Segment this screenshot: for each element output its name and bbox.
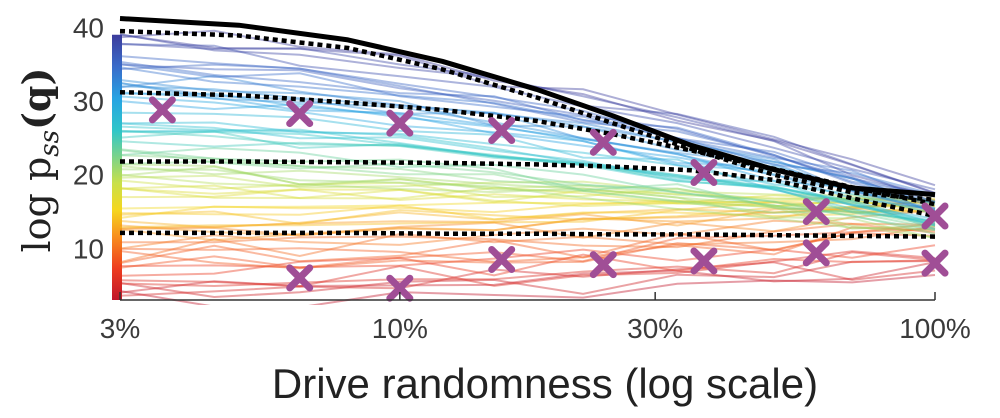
x-marker xyxy=(802,198,830,226)
background-curve xyxy=(120,33,936,198)
y-tick-label: 30 xyxy=(73,86,104,117)
x-marker xyxy=(589,251,617,279)
background-curve xyxy=(120,260,936,299)
background-curve xyxy=(120,130,936,225)
background-curve xyxy=(120,130,936,231)
background-curve xyxy=(120,111,936,220)
x-marker xyxy=(921,249,949,277)
background-curve xyxy=(120,92,936,211)
y-tick-label: 10 xyxy=(73,233,104,264)
x-marker xyxy=(921,202,949,230)
background-curve xyxy=(120,63,936,196)
y-tick-label: 20 xyxy=(73,160,104,191)
background-curve xyxy=(120,188,936,208)
y-axis-title-main: log p xyxy=(15,157,59,253)
background-curve xyxy=(120,187,936,205)
x-tick-label: 10% xyxy=(372,313,428,344)
colorbar xyxy=(112,34,122,300)
x-marker xyxy=(690,159,718,187)
x-marker xyxy=(286,264,314,292)
background-curve xyxy=(120,261,936,294)
background-curve xyxy=(120,200,936,219)
background-curve xyxy=(120,174,936,202)
x-tick-label: 30% xyxy=(627,313,683,344)
y-tick-label: 40 xyxy=(73,12,104,43)
background-curve xyxy=(120,125,936,227)
dotted-reference-line-1 xyxy=(119,28,936,203)
background-curve xyxy=(120,66,936,196)
upper-bound-line xyxy=(119,16,936,198)
background-curve xyxy=(120,129,936,226)
background-curve xyxy=(120,85,936,206)
background-curve xyxy=(120,225,936,264)
background-curve xyxy=(120,60,936,202)
background-curve xyxy=(120,274,936,305)
x-marker xyxy=(286,100,314,128)
background-curve xyxy=(120,251,936,288)
background-curve xyxy=(120,227,936,269)
x-marker xyxy=(690,247,718,275)
background-curve xyxy=(120,222,936,263)
x-marker xyxy=(488,117,516,145)
series-layer xyxy=(119,16,949,302)
background-curve xyxy=(120,63,936,197)
background-curve xyxy=(120,74,936,213)
background-curve xyxy=(120,79,936,215)
background-curve xyxy=(120,63,936,204)
background-curve xyxy=(120,173,936,204)
background-curve xyxy=(120,129,936,227)
dotted-reference-line-2 xyxy=(119,89,936,207)
background-curve xyxy=(120,122,936,223)
x-axis-title: Drive randomness (log scale) xyxy=(272,360,818,407)
y-axis-title-arg: (q) xyxy=(14,68,59,131)
axes: 3% 10% 30% 100% 10 20 30 40 xyxy=(73,12,971,344)
background-curve xyxy=(120,140,936,223)
y-axis-title: log pss(q) xyxy=(14,68,65,253)
background-curve xyxy=(120,184,936,214)
dotted-reference-line-3 xyxy=(120,159,936,219)
x-tick-label: 3% xyxy=(100,313,140,344)
background-curve xyxy=(120,232,936,270)
x-marker xyxy=(386,274,414,302)
background-curve xyxy=(120,55,936,210)
x-marker xyxy=(386,109,414,137)
x-marker xyxy=(148,96,176,124)
background-curve xyxy=(120,226,936,265)
background-curve xyxy=(120,168,936,231)
x-tick-label: 100% xyxy=(899,313,971,344)
dotted-reference-line-4 xyxy=(120,230,936,239)
background-curves xyxy=(120,29,936,305)
x-marker xyxy=(488,245,516,273)
background-curve xyxy=(120,261,936,297)
background-curve xyxy=(120,197,936,210)
background-curve xyxy=(120,222,936,249)
x-marker xyxy=(802,239,830,267)
x-marker xyxy=(589,128,617,156)
y-axis-title-sub: ss xyxy=(35,130,65,157)
